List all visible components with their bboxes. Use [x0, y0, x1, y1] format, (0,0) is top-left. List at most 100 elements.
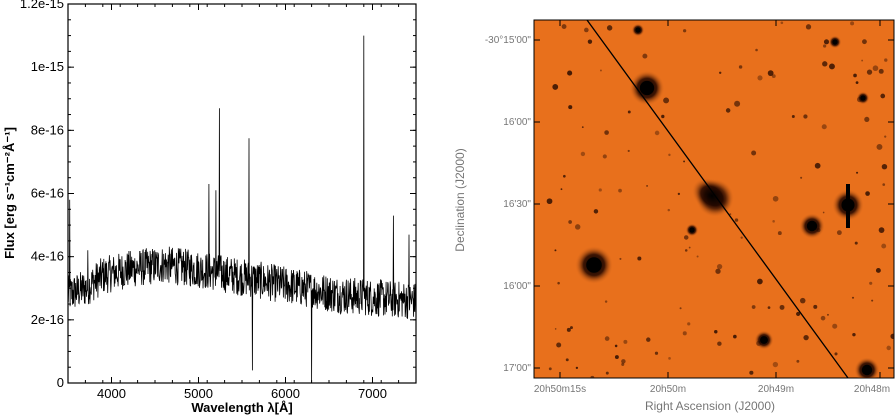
faint-source	[796, 311, 801, 317]
faint-source	[779, 304, 785, 310]
faint-source	[767, 306, 771, 309]
faint-source	[684, 249, 688, 252]
faint-source	[796, 359, 800, 363]
image-y-tick-label: 16'30"	[503, 199, 531, 210]
bright-source	[760, 336, 768, 344]
faint-source	[567, 70, 573, 76]
faint-source	[546, 198, 553, 205]
y-tick-label: 4e-16	[31, 249, 64, 264]
faint-source	[587, 39, 593, 44]
faint-source	[822, 61, 828, 67]
faint-source	[565, 358, 569, 362]
faint-source	[683, 29, 687, 33]
faint-source	[683, 160, 686, 163]
faint-source	[602, 154, 607, 159]
faint-source	[882, 183, 886, 186]
faint-source	[604, 300, 608, 303]
faint-source	[717, 341, 722, 346]
faint-source	[878, 68, 884, 74]
faint-source	[805, 24, 812, 30]
faint-source	[881, 243, 887, 249]
faint-source	[548, 367, 552, 371]
faint-source	[876, 143, 883, 150]
spectrum-plot-frame	[67, 3, 417, 384]
faint-source	[580, 151, 586, 157]
faint-source	[667, 208, 671, 212]
faint-source	[872, 65, 879, 72]
bright-source	[861, 364, 873, 376]
bright-source	[639, 80, 655, 96]
faint-source	[568, 220, 572, 224]
faint-source	[757, 75, 763, 81]
faint-source	[557, 281, 560, 285]
faint-source	[749, 370, 754, 375]
faint-source	[757, 278, 763, 285]
faint-source	[715, 268, 721, 274]
faint-source	[646, 337, 651, 342]
faint-source	[853, 73, 857, 78]
image-y-tick-label: 16'00"	[503, 117, 531, 128]
spectrum-y-axis-label: Flux [erg s⁻¹cm⁻²Å⁻¹]	[2, 127, 17, 259]
faint-source	[884, 58, 888, 62]
faint-source	[869, 281, 873, 285]
image-x-tick-label: 20h50m	[650, 384, 686, 395]
faint-source	[718, 71, 722, 75]
y-tick-label: 1.2e-15	[20, 0, 64, 11]
faint-source	[751, 305, 756, 309]
faint-source	[561, 24, 567, 30]
faint-source	[886, 345, 891, 351]
faint-source	[871, 299, 874, 302]
y-tick-label: 2e-16	[31, 312, 64, 327]
faint-source	[814, 162, 821, 169]
faint-source	[696, 255, 699, 258]
faint-source	[581, 126, 584, 128]
bright-source	[806, 220, 818, 232]
faint-source	[777, 231, 782, 236]
faint-source	[854, 241, 858, 245]
faint-source	[637, 256, 642, 261]
faint-source	[861, 59, 864, 62]
faint-source	[771, 74, 776, 79]
faint-source	[677, 192, 681, 196]
faint-source	[820, 315, 826, 321]
faint-source	[621, 359, 626, 364]
faint-source	[725, 108, 731, 113]
faint-source	[593, 209, 599, 214]
faint-source	[880, 93, 886, 99]
sky-image-x-axis-label: Right Ascension (J2000)	[645, 399, 775, 413]
sky-image-panel: -30°15'00"16'00"16'30"16'00"17'00"20h50m…	[453, 19, 895, 413]
faint-source	[836, 230, 842, 236]
faint-source	[663, 97, 670, 104]
faint-source	[834, 352, 838, 356]
x-tick-label: 7000	[358, 386, 387, 401]
faint-source	[751, 150, 757, 156]
faint-source	[568, 105, 573, 110]
faint-source	[688, 246, 691, 249]
faint-source	[772, 361, 779, 368]
faint-source	[668, 357, 671, 360]
faint-source	[661, 114, 665, 119]
sky-sources	[546, 21, 894, 378]
faint-source	[865, 191, 870, 196]
faint-source	[772, 195, 779, 202]
y-tick-label: 0	[57, 375, 64, 390]
faint-source	[606, 25, 613, 31]
bright-source	[586, 257, 602, 273]
faint-source	[884, 135, 887, 138]
faint-source	[799, 297, 806, 304]
faint-source	[642, 53, 648, 59]
faint-source	[827, 313, 829, 316]
sky-image-y-axis-label: Declination (J2000)	[453, 148, 467, 251]
image-y-tick-label: -30°15'00"	[485, 35, 532, 46]
faint-source	[566, 327, 571, 332]
faint-source	[682, 331, 687, 336]
faint-source	[733, 334, 737, 339]
faint-source	[563, 174, 566, 178]
image-x-tick-label: 20h50m15s	[534, 384, 586, 395]
image-y-tick-label: 16'00"	[503, 281, 531, 292]
faint-source	[729, 213, 732, 215]
y-tick-label: 8e-16	[31, 122, 64, 137]
faint-source	[832, 323, 838, 329]
faint-source	[772, 220, 775, 223]
faint-source	[614, 355, 619, 360]
